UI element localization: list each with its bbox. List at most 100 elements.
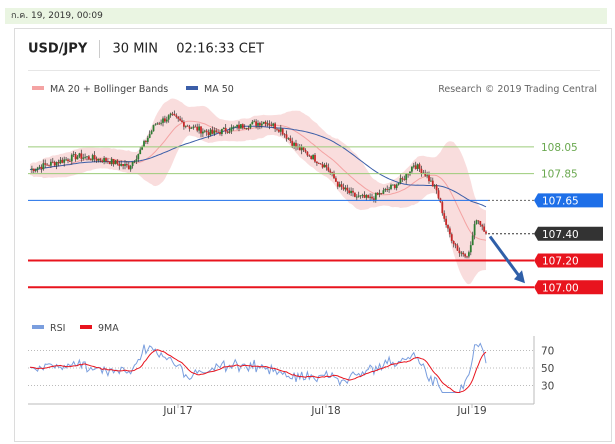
symbol-label: USD/JPY [28,41,88,57]
candle-body [133,161,136,163]
chart-header: USD/JPY 30 MIN 02:16:33 CET [28,40,264,60]
candle-body [129,166,132,170]
candle-body [355,196,358,198]
candle-body [152,125,155,132]
candle-body [222,127,225,130]
candle-body [143,141,145,147]
candle-body [158,123,161,125]
candle-body [416,164,419,169]
candle-body [150,131,153,135]
levels: 108.05 107.85 107.65 107.40 107.20 107.00 [28,142,603,295]
rsi-legend: RSI 9MA [32,323,119,334]
candle-body [475,220,478,225]
candle-body [236,124,238,127]
candle-body [78,153,81,157]
candle-body [306,151,309,156]
candle-body [148,134,151,138]
candle-body [414,165,417,169]
level-tag-107.40: 107.40 [534,226,603,241]
candle-body [141,146,143,150]
candle-body [198,126,200,131]
ma20-swatch [32,86,44,90]
candle-body [468,252,470,257]
candle-body [340,184,343,188]
candle-body [217,131,219,133]
ma20-legend: MA 20 + Bollinger Bands [50,84,168,95]
x-tick-label: Jul 18 [310,405,340,417]
level-label-108.05: 108.05 [541,142,578,154]
candle-body [232,126,235,128]
candle-body [241,124,244,129]
candle-body [67,159,69,162]
candle-body [274,123,276,129]
candle-body [371,196,373,199]
candle-body [481,224,484,227]
interval-label: 30 MIN [112,41,158,57]
candle-body [390,184,392,189]
candle-body [447,224,449,229]
candle-body [103,158,105,162]
candle-body [164,118,166,122]
candle-body [36,167,39,170]
candle-body [184,125,187,127]
candle-body [454,244,457,246]
candle-body [331,172,333,174]
candle-body [384,189,387,191]
candle-body [456,245,459,251]
candle-body [485,231,487,234]
candle-body [333,172,335,179]
candle-body [392,184,394,186]
candle-body [302,147,305,151]
date-bar: ก.ค. 19, 2019, 00:09 [5,8,607,24]
candle-body [378,192,381,195]
candle-body [76,156,79,160]
candle-body [107,161,109,162]
level-tag-107.20: 107.20 [534,253,603,268]
candle-body [346,187,349,191]
candle-body [399,178,402,183]
candle-body [317,163,320,164]
candle-body [285,134,288,139]
candle-body [388,188,390,190]
candle-body [162,118,164,123]
forecast-arrow-head [514,270,525,284]
candle-body [34,169,37,172]
candle-body [359,195,362,197]
candle-body [249,124,252,129]
forecast-arrow [488,235,522,279]
candle-body [200,126,202,134]
candle-body [471,235,474,246]
candle-body [118,163,121,166]
candle-body [462,252,465,255]
candle-body [350,190,352,194]
candle-body [367,195,370,198]
candle-body [264,121,267,125]
rsi-tick-50: 50 [541,363,554,375]
candle-body [260,123,263,126]
candle-body [205,130,208,133]
candle-body [397,182,400,185]
candle-body [281,128,284,135]
candle-body [177,116,180,119]
candle-body [186,125,189,127]
candle-body [365,195,368,198]
candle-body [255,121,257,126]
candle-body [466,256,468,258]
chart-panel [14,28,612,442]
candle-body [224,127,227,132]
rsi-chart: 70 50 30 [28,342,554,393]
candle-body [376,192,379,195]
candle-body [228,131,231,133]
header-divider-line [28,70,600,71]
candle-body [114,160,117,165]
candle-body [120,163,123,166]
candle-body [327,167,330,171]
candle-body [369,196,371,198]
candle-body [460,252,463,254]
candle-body [167,115,170,120]
candle-body [251,121,254,125]
candle-body [464,254,466,257]
candle-body [483,226,485,232]
candle-body [31,168,33,170]
